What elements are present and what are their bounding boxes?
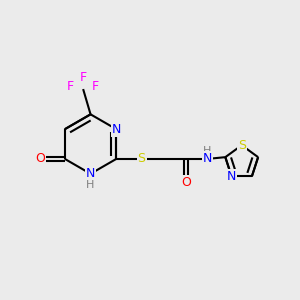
Text: F: F [67, 80, 74, 93]
Text: S: S [238, 139, 246, 152]
Text: F: F [92, 80, 99, 93]
Text: N: N [112, 123, 121, 136]
Text: H: H [203, 146, 212, 156]
Text: N: N [203, 152, 212, 165]
Text: O: O [35, 152, 45, 165]
Text: H: H [86, 180, 95, 190]
Text: S: S [138, 152, 146, 165]
Text: N: N [86, 167, 95, 180]
Text: N: N [227, 170, 236, 183]
Text: F: F [80, 71, 87, 84]
Text: O: O [181, 176, 191, 189]
